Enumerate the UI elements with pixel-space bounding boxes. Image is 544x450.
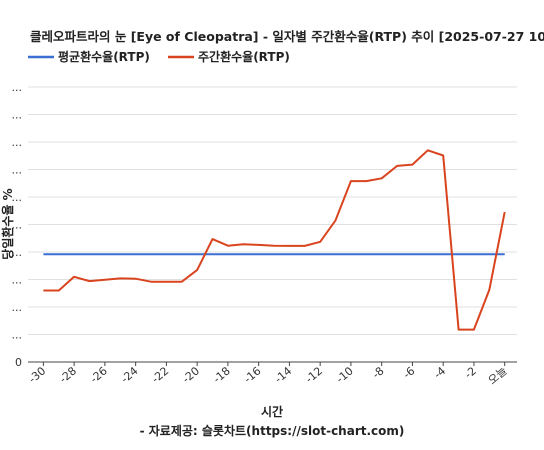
y-tick-label: ... <box>12 191 23 204</box>
x-tick-label: -4 <box>431 364 448 381</box>
x-tick-label: 오늘 <box>486 364 510 387</box>
x-axis-ticks: -30 -28 -26 -24 -22 -20 -18 -16 -14 -12 -10 -8 -6 -4-… <box>26 362 510 387</box>
x-axis-label: 시간 <box>261 404 283 419</box>
legend: 평균환수율(RTP) 주간환수율(RTP) <box>28 49 290 64</box>
x-tick-label: -16 <box>241 364 263 386</box>
x-tick-label: -30 <box>26 364 48 386</box>
x-tick-label: -8 <box>370 364 387 381</box>
y-tick-label: ... <box>12 219 23 232</box>
series-lines <box>43 149 506 331</box>
x-tick-label: -28 <box>57 364 79 386</box>
grid <box>28 86 517 363</box>
y-tick-label: ... <box>12 109 23 122</box>
series-line-weekly <box>43 149 506 331</box>
y-tick-label: ... <box>12 329 23 342</box>
legend-label-weekly: 주간환수율(RTP) <box>198 49 290 64</box>
x-tick-label: -18 <box>211 364 233 386</box>
y-tick-label: ... <box>12 136 23 149</box>
x-tick-label: -6 <box>401 364 418 381</box>
source-note: - 자료제공: 슬롯차트(https://slot-chart.com) <box>140 423 405 438</box>
x-tick-label: -14 <box>272 364 294 386</box>
x-tick-label: -22 <box>149 364 171 386</box>
y-tick-label: ... <box>12 164 23 177</box>
y-axis-label: 당일환수율 % <box>0 188 15 259</box>
chart-title: 클레오파트라의 눈 [Eye of Cleopatra] - 일자별 주간환수율… <box>30 29 544 44</box>
y-tick-label: ... <box>12 81 23 94</box>
x-tick-label: -20 <box>180 364 202 386</box>
x-tick-label: -24 <box>118 364 140 386</box>
x-tick-label: -26 <box>88 364 110 386</box>
x-tick-label: -12 <box>303 364 325 386</box>
y-tick-label: ... <box>12 246 23 259</box>
x-tick-label: -2 <box>462 364 479 381</box>
legend-label-average: 평균환수율(RTP) <box>58 49 150 64</box>
y-axis-ticks: 0.............................. <box>12 81 23 369</box>
y-tick-label: ... <box>12 274 23 287</box>
y-tick-label: ... <box>12 301 23 314</box>
x-tick-label: -10 <box>334 364 356 386</box>
y-tick-label: 0 <box>15 356 22 369</box>
